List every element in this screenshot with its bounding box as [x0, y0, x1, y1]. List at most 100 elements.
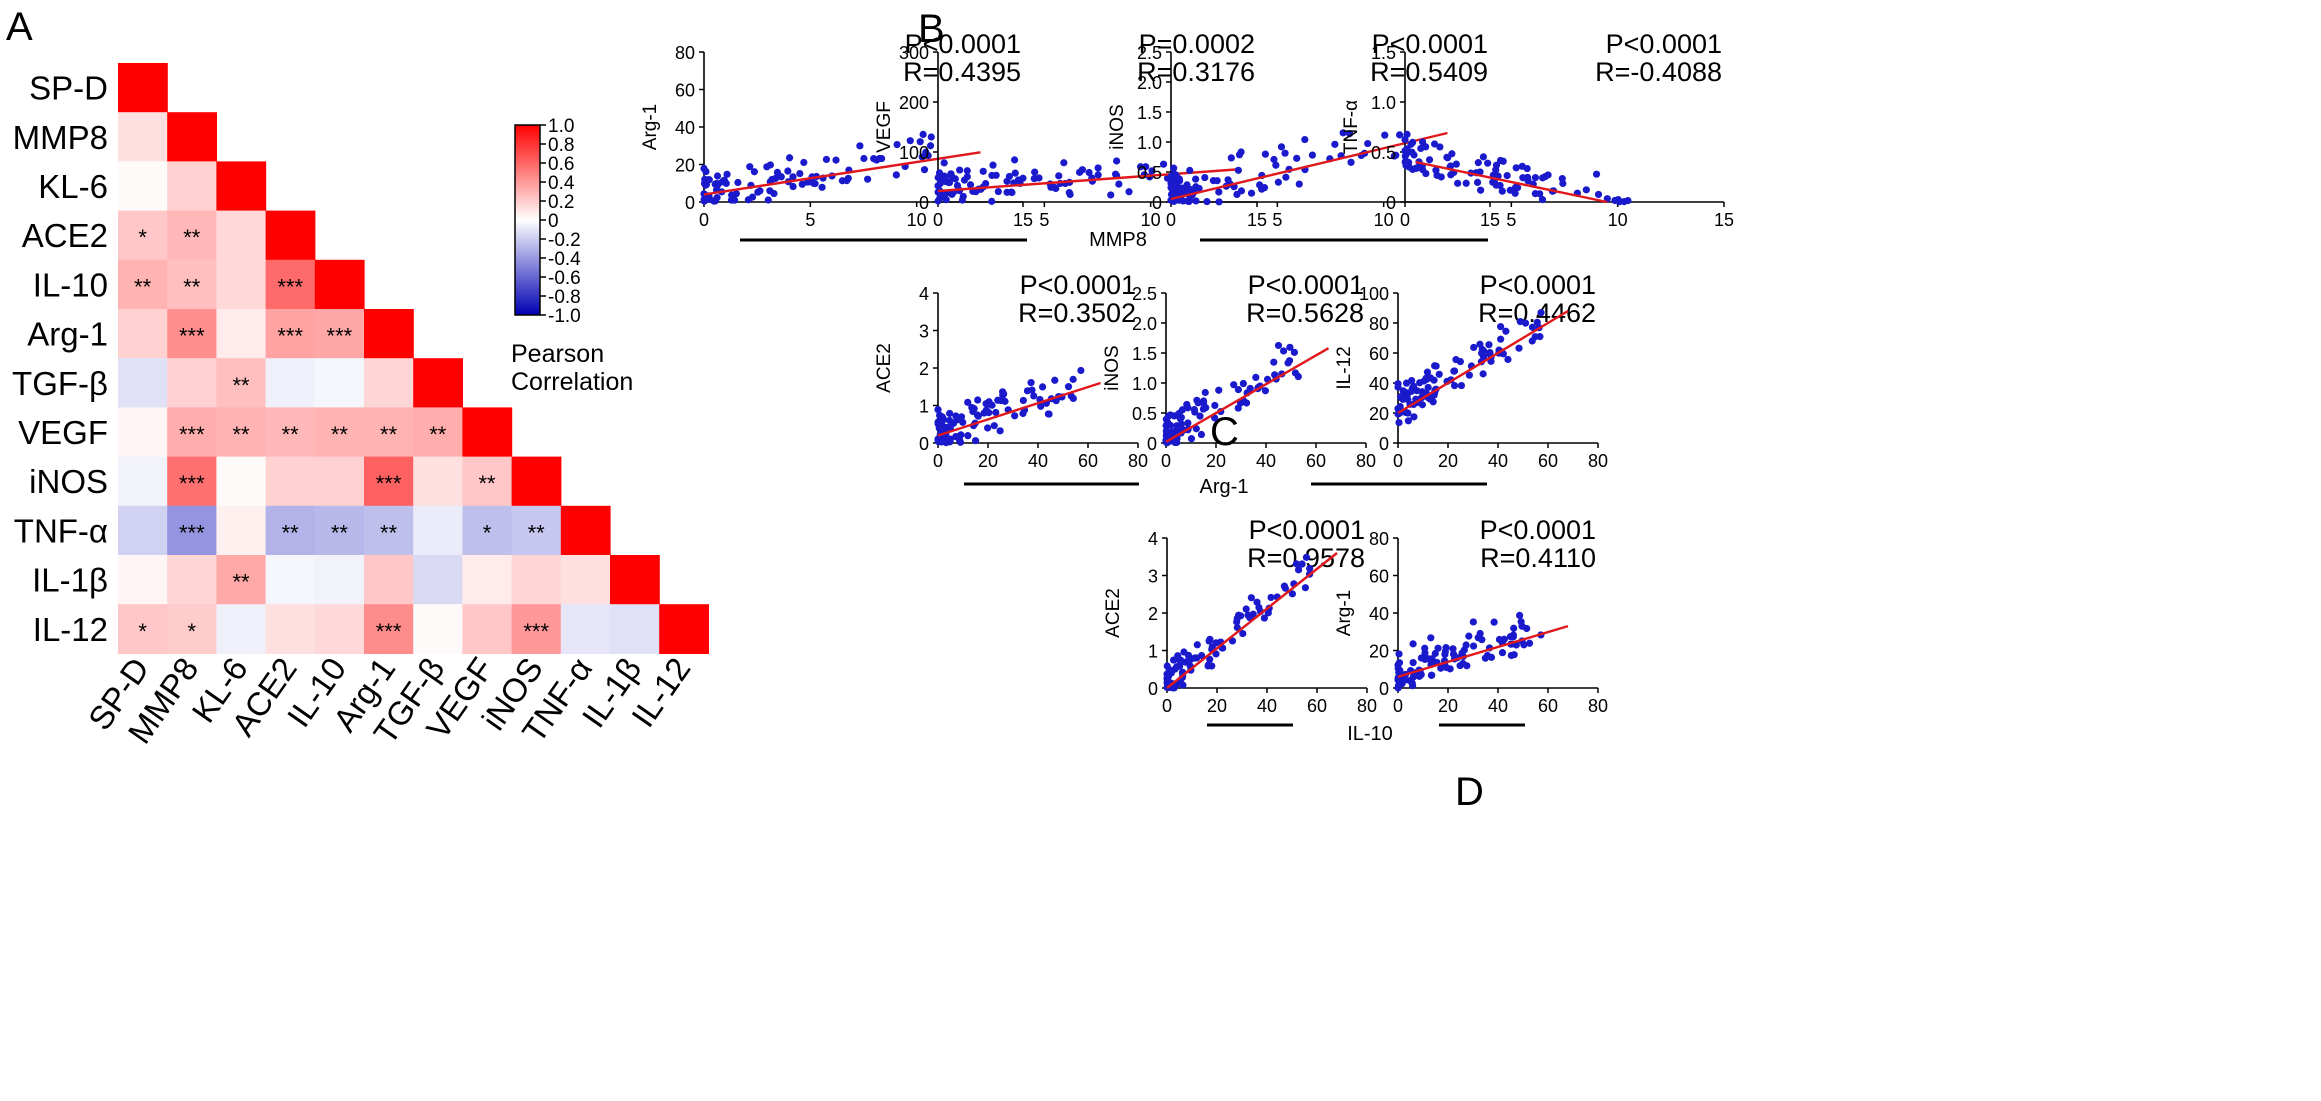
- data-point: [946, 438, 954, 446]
- data-point: [763, 163, 771, 171]
- x-tick-label: 15: [1247, 210, 1267, 230]
- row-label: ACE2: [22, 217, 108, 254]
- data-point: [988, 197, 996, 205]
- data-point: [1186, 655, 1195, 664]
- data-point: [800, 158, 808, 167]
- significance-stars: **: [380, 422, 398, 447]
- y-tick-label: 2: [1148, 604, 1158, 624]
- y-axis-label: IL-12: [1334, 346, 1355, 389]
- y-axis-label: iNOS: [1107, 104, 1128, 149]
- heatmap-cell-8-6: [413, 456, 463, 507]
- heatmap-cell-8-0: [118, 456, 168, 507]
- data-point: [1282, 173, 1290, 181]
- heatmap-cell-7-4: [314, 407, 365, 458]
- data-point: [1465, 371, 1473, 379]
- colorbar-tick-label: 0.8: [548, 135, 574, 156]
- data-point: [1430, 376, 1438, 384]
- data-point: [1443, 153, 1451, 161]
- data-point: [1215, 198, 1223, 206]
- regression-line: [1397, 624, 1569, 678]
- data-point: [1452, 160, 1460, 168]
- data-point: [1431, 649, 1439, 658]
- x-tick-label: 40: [1488, 451, 1508, 471]
- data-point: [1402, 408, 1410, 417]
- heatmap-cell-9-5: [364, 505, 414, 556]
- heatmap-cell-10-3: [265, 555, 316, 605]
- heatmap-cell-11-4: [314, 604, 365, 654]
- heatmap-cell-11-0: [118, 604, 168, 654]
- row-label: iNOS: [29, 463, 108, 500]
- data-point: [1199, 405, 1207, 413]
- x-tick-label: 5: [805, 210, 815, 230]
- data-point: [1190, 406, 1198, 414]
- p-value: P=0.0002: [1139, 29, 1255, 59]
- heatmap-cell-0-0: [118, 63, 168, 113]
- heatmap-cell-10-9: [560, 555, 611, 605]
- heatmap-cell-6-6: [413, 358, 463, 408]
- colorbar-tick-label: 0: [548, 211, 559, 232]
- scatter-plot: 0 20 40 60 80020406080100IL-12P<0.0001R=0.44…: [1334, 270, 1608, 471]
- data-point: [1290, 348, 1299, 356]
- data-point: [1094, 171, 1102, 179]
- x-tick-label: 80: [1357, 696, 1377, 716]
- x-tick-label: 10: [1608, 210, 1628, 230]
- data-point: [1060, 159, 1068, 167]
- heatmap-cell-3-0: [118, 210, 168, 261]
- data-point: [1180, 648, 1188, 656]
- data-point: [1065, 189, 1073, 197]
- data-point: [1474, 159, 1482, 167]
- data-point: [1436, 143, 1444, 151]
- data-point: [1085, 168, 1093, 177]
- data-point: [1233, 618, 1241, 626]
- heatmap-cell-1-0: [118, 112, 168, 162]
- y-tick-label: 100: [899, 143, 929, 163]
- data-point: [1448, 150, 1456, 158]
- y-tick-label: 0: [919, 193, 929, 213]
- r-value: R=0.3176: [1137, 57, 1255, 87]
- data-point: [941, 190, 949, 198]
- y-tick-label: 40: [1369, 604, 1389, 624]
- data-point: [1450, 367, 1458, 375]
- data-point: [1498, 649, 1507, 657]
- r-value: R=0.3502: [1018, 298, 1136, 328]
- data-point: [1169, 656, 1178, 664]
- heatmap-cell-11-10: [610, 604, 660, 654]
- data-point: [963, 173, 971, 181]
- p-value: P<0.0001: [1372, 29, 1488, 59]
- data-point: [1410, 413, 1418, 421]
- r-value: R=-0.4088: [1595, 57, 1722, 87]
- data-point: [1136, 163, 1145, 171]
- p-value: P<0.0001: [905, 29, 1021, 59]
- regression-line: [937, 168, 1236, 193]
- colorbar-tick-label: -0.8: [548, 287, 581, 308]
- heatmap-cell-9-2: [216, 505, 267, 556]
- data-point: [1479, 347, 1488, 355]
- data-point: [1270, 155, 1278, 164]
- data-point: [1449, 645, 1457, 653]
- y-tick-label: 2.5: [1137, 43, 1162, 63]
- heatmap-cell-8-3: [265, 456, 316, 507]
- heatmap-cell-3-1: [167, 210, 217, 261]
- data-point: [940, 159, 948, 167]
- y-tick-label: 300: [899, 43, 929, 63]
- data-point: [1162, 421, 1170, 430]
- data-point: [1186, 166, 1194, 174]
- data-point: [1044, 410, 1052, 418]
- data-point: [1228, 637, 1237, 645]
- data-point: [1163, 674, 1171, 682]
- data-point: [1435, 370, 1443, 378]
- regression-line: [1166, 552, 1338, 689]
- data-point: [1422, 374, 1430, 382]
- data-point: [1148, 167, 1156, 175]
- colorbar-tick-label: 1.0: [548, 116, 574, 137]
- data-point: [1405, 158, 1413, 166]
- data-point: [702, 180, 711, 189]
- data-point: [1403, 145, 1411, 153]
- y-tick-label: 80: [1369, 314, 1389, 334]
- y-tick-label: 0: [685, 193, 695, 213]
- data-point: [934, 406, 942, 414]
- data-point: [1523, 173, 1532, 182]
- data-point: [1295, 180, 1303, 188]
- data-point: [1237, 187, 1246, 195]
